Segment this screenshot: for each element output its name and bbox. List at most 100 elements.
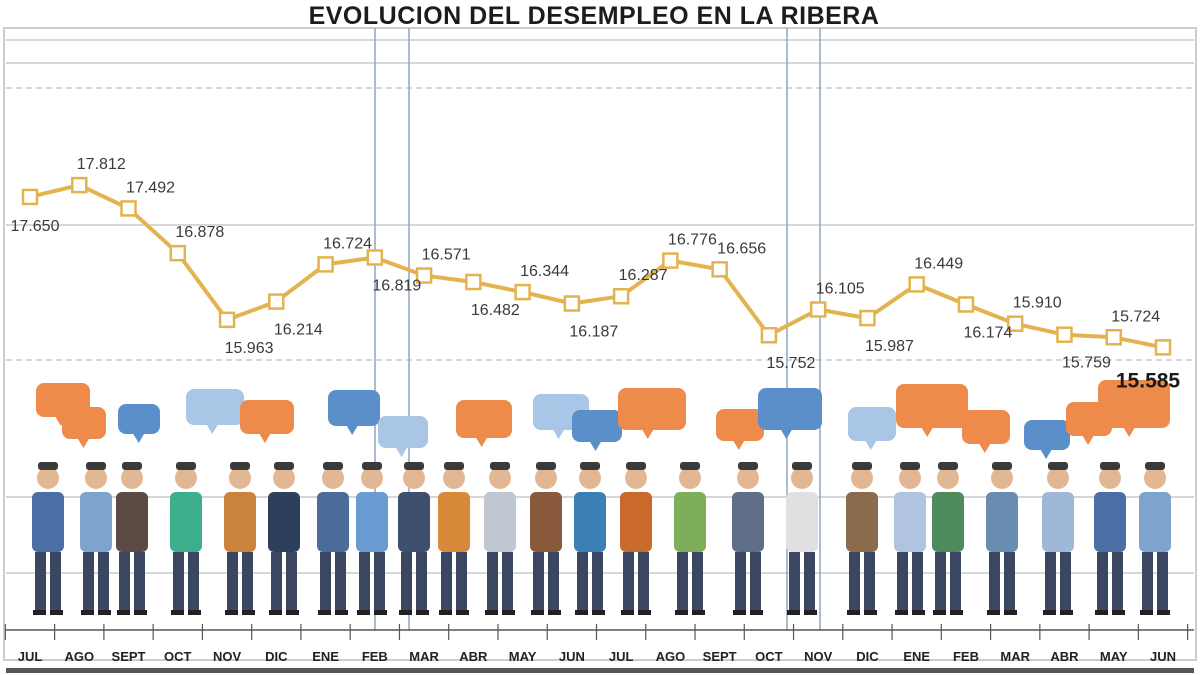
worker-figure — [356, 462, 388, 615]
data-point — [366, 249, 384, 266]
speech-bubble-tail — [589, 441, 602, 451]
x-tick-label: ENE — [312, 649, 339, 664]
speech-bubble — [186, 389, 244, 425]
x-tick-label: OCT — [755, 649, 783, 664]
speech-bubble-tail — [206, 424, 219, 434]
data-point — [908, 276, 925, 293]
data-point — [957, 296, 975, 313]
speech-bubble — [378, 416, 428, 448]
speech-bubble-tail — [921, 427, 934, 437]
data-label: 15.987 — [865, 338, 914, 355]
speech-bubble-tail — [77, 438, 90, 448]
data-label: 16.724 — [323, 235, 372, 252]
data-label: 16.187 — [569, 324, 618, 341]
speech-bubble — [572, 410, 622, 442]
data-point — [1056, 326, 1073, 343]
data-label: 15.759 — [1062, 355, 1111, 372]
data-point — [1105, 329, 1122, 346]
data-point — [514, 283, 531, 301]
speech-bubble — [896, 384, 968, 428]
worker-figure — [484, 462, 516, 615]
data-label: 15.963 — [225, 340, 274, 357]
worker-figure — [1139, 462, 1171, 615]
data-point — [268, 293, 285, 310]
speech-bubble — [716, 409, 764, 441]
data-point — [760, 326, 778, 344]
chart-title: EVOLUCION DEL DESEMPLEO EN LA RIBERA — [309, 2, 880, 30]
speech-bubble-tail — [395, 447, 408, 457]
speech-bubble-tail — [864, 440, 877, 450]
worker-figure — [116, 462, 148, 615]
speech-bubble-tail — [780, 429, 793, 439]
data-point — [1006, 315, 1024, 332]
data-label: 16.482 — [471, 302, 520, 319]
data-point — [612, 287, 630, 305]
x-tick-label: NOV — [804, 649, 833, 664]
x-tick-label: ABR — [1050, 649, 1079, 664]
x-tick-label: DIC — [265, 649, 288, 664]
data-label: 16.344 — [520, 263, 569, 280]
worker-figure — [846, 462, 878, 615]
data-label: 15.724 — [1111, 308, 1160, 325]
speech-bubble-tail — [1123, 427, 1136, 437]
x-axis-bar — [6, 668, 1194, 673]
speech-bubble — [456, 400, 512, 438]
speech-bubble-tail — [732, 440, 745, 450]
x-tick-label: ENE — [903, 649, 930, 664]
x-tick-label: JUN — [559, 649, 585, 664]
x-tick-label: SEPT — [703, 649, 737, 664]
data-point — [563, 295, 581, 312]
worker-figure — [894, 462, 926, 615]
x-tick-label: MAR — [1000, 649, 1030, 664]
x-tick-label: MAY — [1100, 649, 1128, 664]
data-label: 16.287 — [619, 267, 668, 284]
x-axis: JUL AGO SEPT OCT NOV DIC ENE FEB MAR ABR MAY JUN JUL… — [4, 624, 1194, 673]
data-point — [218, 311, 236, 329]
data-point — [711, 261, 728, 278]
speech-bubble-tail — [1040, 449, 1053, 459]
speech-bubble — [962, 410, 1010, 444]
x-tick-label: AGO — [656, 649, 686, 664]
data-label: 16.776 — [668, 232, 717, 249]
data-label: 16.878 — [175, 224, 224, 241]
worker-figure — [674, 462, 706, 615]
x-tick-label: OCT — [164, 649, 192, 664]
speech-bubble — [758, 388, 822, 430]
data-point — [465, 273, 482, 291]
worker-figure — [268, 462, 300, 615]
data-label: 16.105 — [816, 280, 865, 297]
worker-figure — [170, 462, 202, 615]
speech-bubble — [328, 390, 380, 426]
speech-bubble-tail — [552, 429, 565, 439]
worker-figure — [986, 462, 1018, 615]
x-tick-label: JUL — [609, 649, 634, 664]
x-tick-label: JUL — [18, 649, 43, 664]
data-label: 16.571 — [422, 247, 471, 264]
worker-figure — [317, 462, 349, 615]
worker-figure — [80, 462, 112, 615]
data-label: 16.174 — [963, 324, 1012, 341]
data-label: 17.492 — [126, 179, 175, 196]
speech-bubble-tail — [346, 425, 359, 435]
data-point — [21, 188, 39, 206]
data-label: 16.214 — [274, 322, 323, 339]
x-tick-label: ABR — [459, 649, 488, 664]
worker-figure — [732, 462, 764, 615]
worker-figures — [32, 462, 1171, 615]
worker-figure — [786, 462, 818, 615]
speech-bubbles — [36, 380, 1170, 459]
worker-figure — [620, 462, 652, 615]
speech-bubble-tail — [258, 433, 271, 443]
data-label: 16.656 — [717, 240, 766, 257]
series-unemployment — [21, 176, 1172, 356]
data-point — [662, 252, 679, 269]
worker-figure — [398, 462, 430, 615]
speech-bubble-tail — [475, 437, 488, 447]
speech-bubble — [240, 400, 294, 434]
data-point — [317, 256, 334, 273]
worker-figure — [32, 462, 64, 615]
x-tick-label: NOV — [213, 649, 242, 664]
